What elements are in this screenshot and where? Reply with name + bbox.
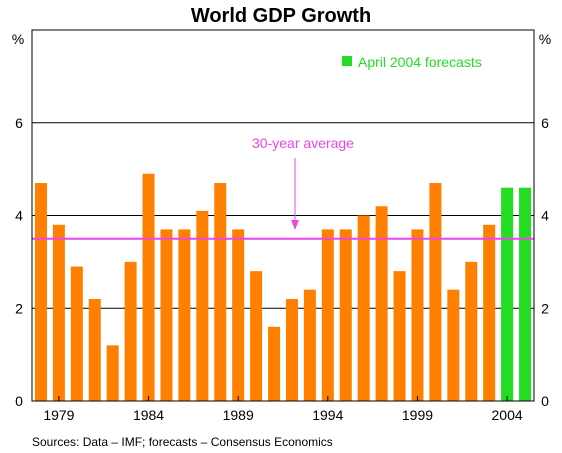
bar-actual-1992 [285, 298, 298, 401]
average-annotation: 30-year average [32, 135, 534, 240]
y-tick-right-6: 6 [541, 115, 549, 131]
x-tick-label-2004: 2004 [492, 407, 523, 423]
right-axis-unit: % [539, 31, 551, 47]
bar-actual-1989 [232, 229, 245, 401]
axis-ticks: 0 0 2 2 4 4 6 6 1979 1984 1989 1994 1999 2004 [15, 115, 549, 423]
y-tick-right-4: 4 [541, 208, 549, 224]
bar-actual-1987 [196, 210, 209, 401]
bar-actual-1996 [357, 215, 370, 401]
bar-actual-1990 [250, 271, 263, 401]
bar-actual-1981 [88, 298, 101, 401]
plot-frame [31, 29, 535, 402]
y-tick-left-6: 6 [15, 115, 23, 131]
bar-actual-1980 [70, 266, 83, 401]
bar-actual-1984 [142, 173, 155, 401]
bar-actual-2001 [447, 289, 460, 401]
bar-actual-1998 [393, 271, 406, 401]
bar-forecast-2005 [519, 187, 532, 401]
average-label: 30-year average [252, 135, 354, 151]
bars [34, 173, 532, 401]
bar-actual-1997 [375, 206, 388, 401]
bar-actual-2002 [465, 261, 478, 401]
average-arrow-head [291, 220, 299, 230]
bar-actual-1983 [124, 261, 137, 401]
source-note: Sources: Data – IMF; forecasts – Consens… [32, 435, 333, 449]
legend-label-forecasts: April 2004 forecasts [358, 54, 482, 70]
legend: April 2004 forecasts [342, 54, 482, 70]
y-tick-left-4: 4 [15, 208, 23, 224]
y-tick-left-0: 0 [15, 393, 23, 409]
bar-actual-1978 [34, 183, 47, 401]
x-tick-label-1979: 1979 [43, 407, 74, 423]
x-tick-label-1999: 1999 [402, 407, 433, 423]
y-tick-left-2: 2 [15, 300, 23, 316]
y-tick-right-0: 0 [541, 393, 549, 409]
bar-actual-2003 [483, 224, 496, 401]
chart-title: World GDP Growth [191, 5, 371, 27]
x-tick-label-1989: 1989 [223, 407, 254, 423]
bar-actual-1982 [106, 345, 119, 401]
bar-actual-1986 [178, 229, 191, 401]
bar-actual-1985 [160, 229, 173, 401]
legend-swatch-forecasts [342, 56, 352, 66]
bar-forecast-2004 [501, 187, 514, 401]
bar-actual-1994 [321, 229, 334, 401]
bar-actual-1999 [411, 229, 424, 401]
bar-actual-1995 [339, 229, 352, 401]
bar-actual-1991 [268, 326, 281, 401]
bar-actual-1993 [303, 289, 316, 401]
bar-actual-1988 [214, 183, 227, 401]
bar-actual-2000 [429, 183, 442, 401]
left-axis-unit: % [12, 31, 24, 47]
bar-actual-1979 [52, 224, 65, 401]
x-tick-label-1984: 1984 [133, 407, 164, 423]
y-tick-right-2: 2 [541, 300, 549, 316]
x-tick-label-1994: 1994 [312, 407, 343, 423]
